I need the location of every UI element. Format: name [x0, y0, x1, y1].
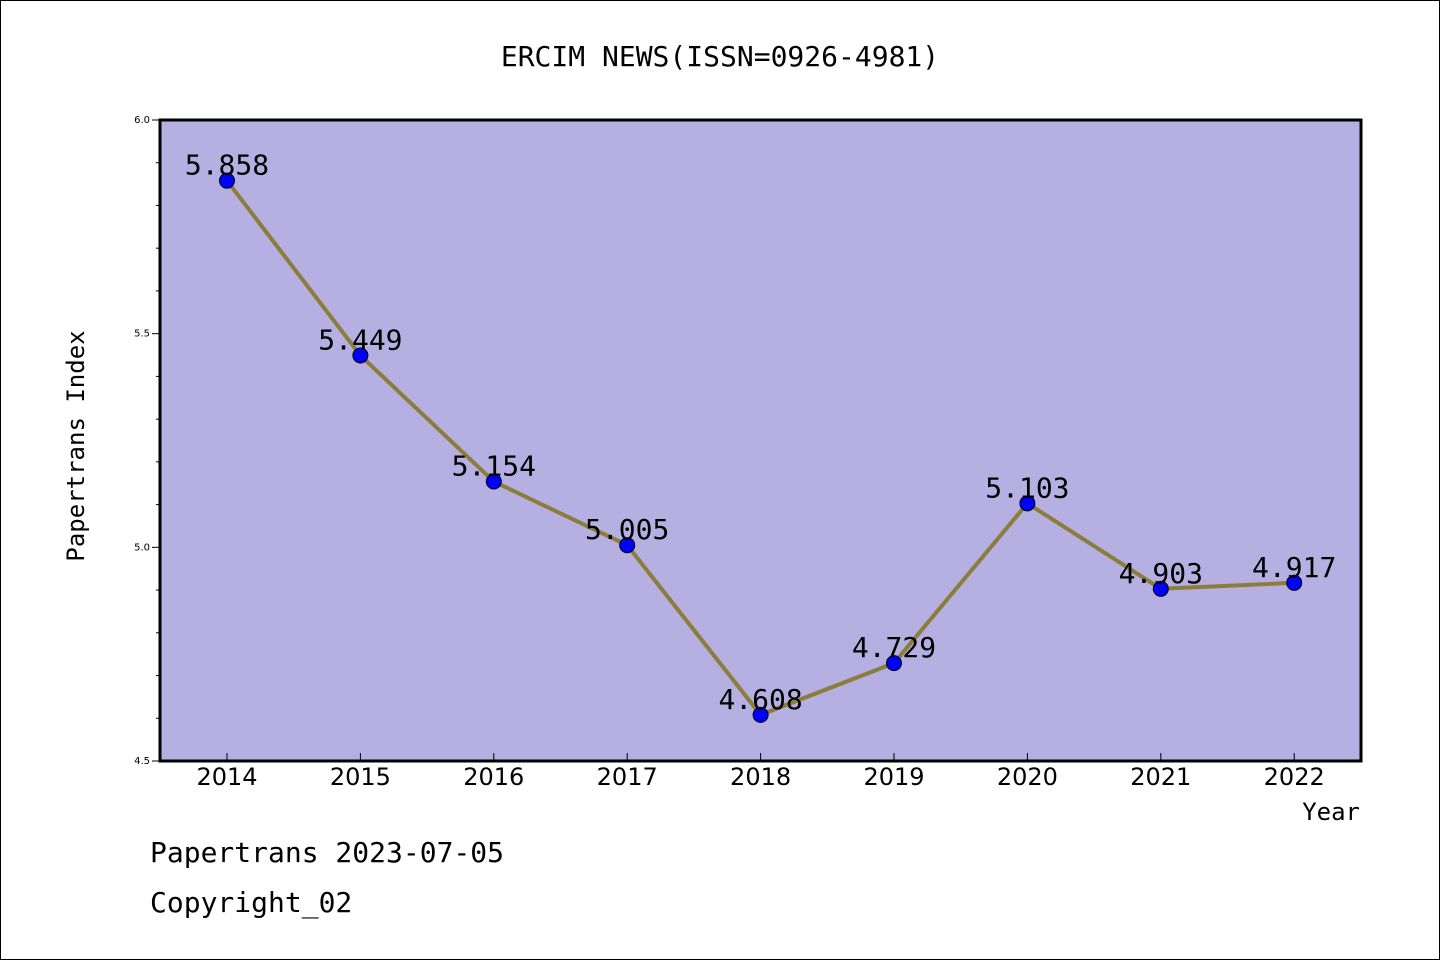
data-label: 4.729 [852, 631, 936, 664]
data-label: 5.154 [452, 450, 536, 483]
footer-copyright: Copyright_02 [150, 886, 353, 919]
x-tick-label: 2021 [1130, 763, 1191, 791]
x-axis: 2014 2015 2016 2017 2018 2019 2020 2021 2022 [196, 753, 1325, 791]
data-point [752, 706, 769, 723]
data-label: 5.103 [985, 471, 1069, 504]
data-point [219, 172, 235, 189]
data-label: 4.917 [1252, 551, 1336, 584]
x-tick-label: 2022 [1264, 763, 1325, 791]
y-tick-label: 5.0 [134, 542, 150, 553]
plot-area [158, 118, 1363, 763]
y-tick-label: 6.0 [134, 115, 150, 126]
data-point [1152, 580, 1169, 597]
data-point [886, 655, 902, 672]
x-tick-label: 2016 [463, 763, 524, 791]
x-tick-label: 2019 [863, 763, 924, 791]
data-point [619, 537, 636, 554]
x-tick-label: 2014 [196, 763, 257, 791]
y-tick-label: 5.5 [134, 329, 150, 340]
footer-date: Papertrans 2023-07-05 [150, 836, 505, 869]
y-axis-label: Papertrans Index [62, 330, 90, 561]
data-point [1286, 574, 1303, 591]
x-tick-label: 2015 [330, 763, 391, 791]
data-point [485, 473, 502, 490]
chart-title: ERCIM NEWS(ISSN=0926-4981) [501, 40, 939, 73]
x-tick-label: 2017 [597, 763, 658, 791]
data-label: 5.005 [585, 513, 669, 546]
data-label: 4.903 [1119, 557, 1203, 590]
x-tick-label: 2018 [730, 763, 791, 791]
y-axis: 4.5 5.0 5.5 6.0 [134, 115, 160, 767]
y-tick-label: 4.5 [134, 756, 150, 767]
data-point [352, 347, 369, 364]
series-group: 5.858 5.449 5.154 5.005 4.608 4.729 5.103 4.903… [185, 149, 1336, 723]
x-tick-label: 2020 [997, 763, 1058, 791]
x-axis-label: Year [1302, 798, 1360, 826]
data-label: 5.858 [185, 149, 269, 182]
data-label: 4.608 [718, 683, 802, 716]
data-label: 5.449 [318, 323, 402, 356]
data-point [1019, 495, 1036, 512]
